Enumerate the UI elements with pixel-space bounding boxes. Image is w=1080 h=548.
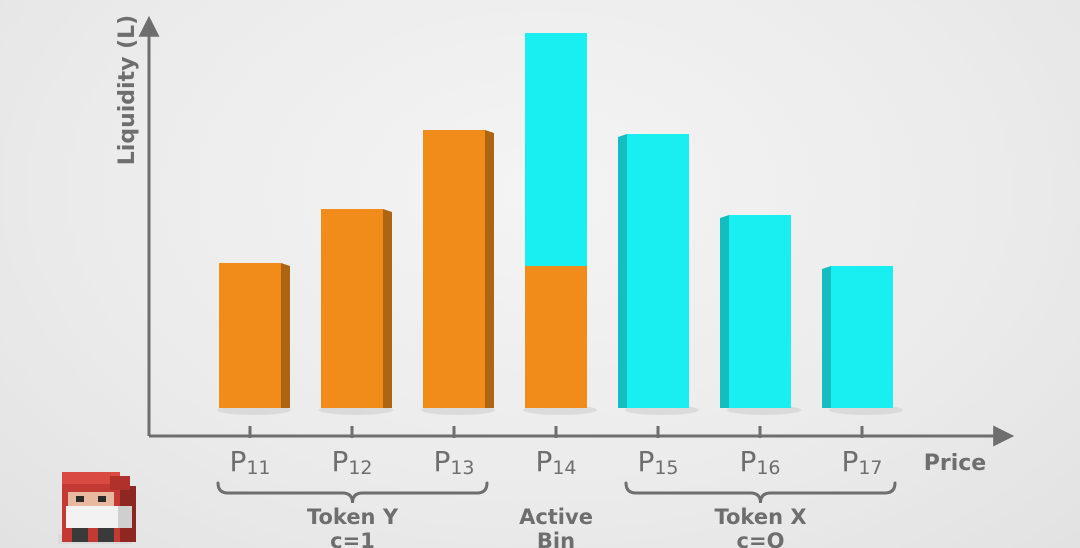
group-label-line2: c=O [737, 529, 785, 548]
bar-side-token-y [383, 209, 392, 408]
bar-side-token-x [822, 266, 831, 408]
bar-side-token-x [720, 215, 729, 408]
bar-side-token-y [281, 263, 290, 408]
bar-P12-token-y [321, 209, 383, 408]
x-tick-label: P15 [637, 445, 678, 479]
group-label-line1: Token X [714, 505, 806, 529]
bar-side-token-x [618, 134, 627, 408]
x-tick-label: P14 [535, 445, 576, 479]
x-tick-label: P16 [739, 445, 780, 479]
group-label-line2: c=1 [330, 529, 375, 548]
bar-P17-token-x [831, 266, 893, 408]
x-ticks [248, 426, 864, 438]
bar-side-token-y [485, 130, 494, 408]
x-tick-labels: P11 P12 P13 P14 P15 P16 P17 [229, 445, 882, 479]
group-label-line2: Bin [537, 529, 575, 548]
group-label-line1: Active [519, 505, 593, 529]
x-tick-label: P12 [331, 445, 372, 479]
bar-P11-token-y [219, 263, 281, 408]
group-label-line1: Token Y [307, 505, 399, 529]
bar-P14-token-y [525, 266, 587, 408]
x-axis-title: Price [924, 451, 986, 476]
bar-P14-token-x [525, 33, 587, 266]
x-tick-label: P11 [229, 445, 270, 479]
x-tick-label: P17 [841, 445, 882, 479]
bars-layer [219, 33, 893, 408]
group-brace [624, 481, 897, 504]
bar-P16-token-x [729, 215, 791, 408]
bar-P13-token-y [423, 130, 485, 408]
y-axis-title: Liquidity (L) [115, 15, 140, 165]
voxel-gnome-icon [58, 472, 136, 544]
x-tick-label: P13 [433, 445, 474, 479]
bar-P15-token-x [627, 134, 689, 408]
group-brace [216, 481, 489, 504]
